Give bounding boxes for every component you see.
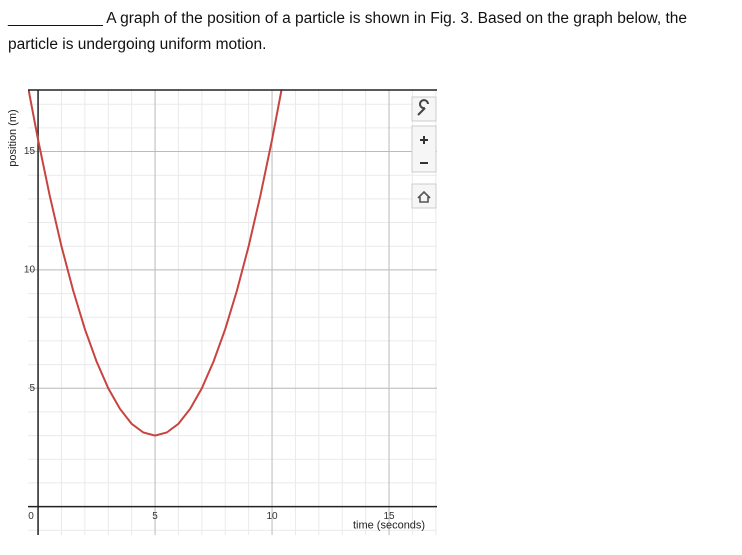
question: ___________ A graph of the position of a… [8, 6, 728, 58]
plot-area [28, 90, 437, 535]
question-text: A graph of the position of a particle is… [8, 10, 688, 53]
x-axis-label: time (seconds) [353, 520, 425, 532]
curve [28, 90, 283, 437]
x-tick-label: 5 [152, 511, 158, 522]
wrench-icon [417, 99, 429, 116]
x-tick-label: 15 [383, 511, 395, 522]
zoom-icons [420, 136, 428, 164]
home-button[interactable] [411, 183, 437, 209]
graph-tools [411, 96, 437, 209]
y-tick-label: 5 [29, 383, 35, 394]
home-icon [417, 190, 431, 203]
y-axis-label: position (m) [7, 109, 19, 166]
x-tick-label: 10 [266, 511, 278, 522]
answer-blank: ___________ [8, 10, 103, 27]
zoom-buttons[interactable] [411, 125, 437, 173]
y-tick-label: 15 [24, 146, 36, 157]
x-tick-label: 0 [28, 511, 34, 522]
y-tick-label: 10 [24, 265, 36, 276]
